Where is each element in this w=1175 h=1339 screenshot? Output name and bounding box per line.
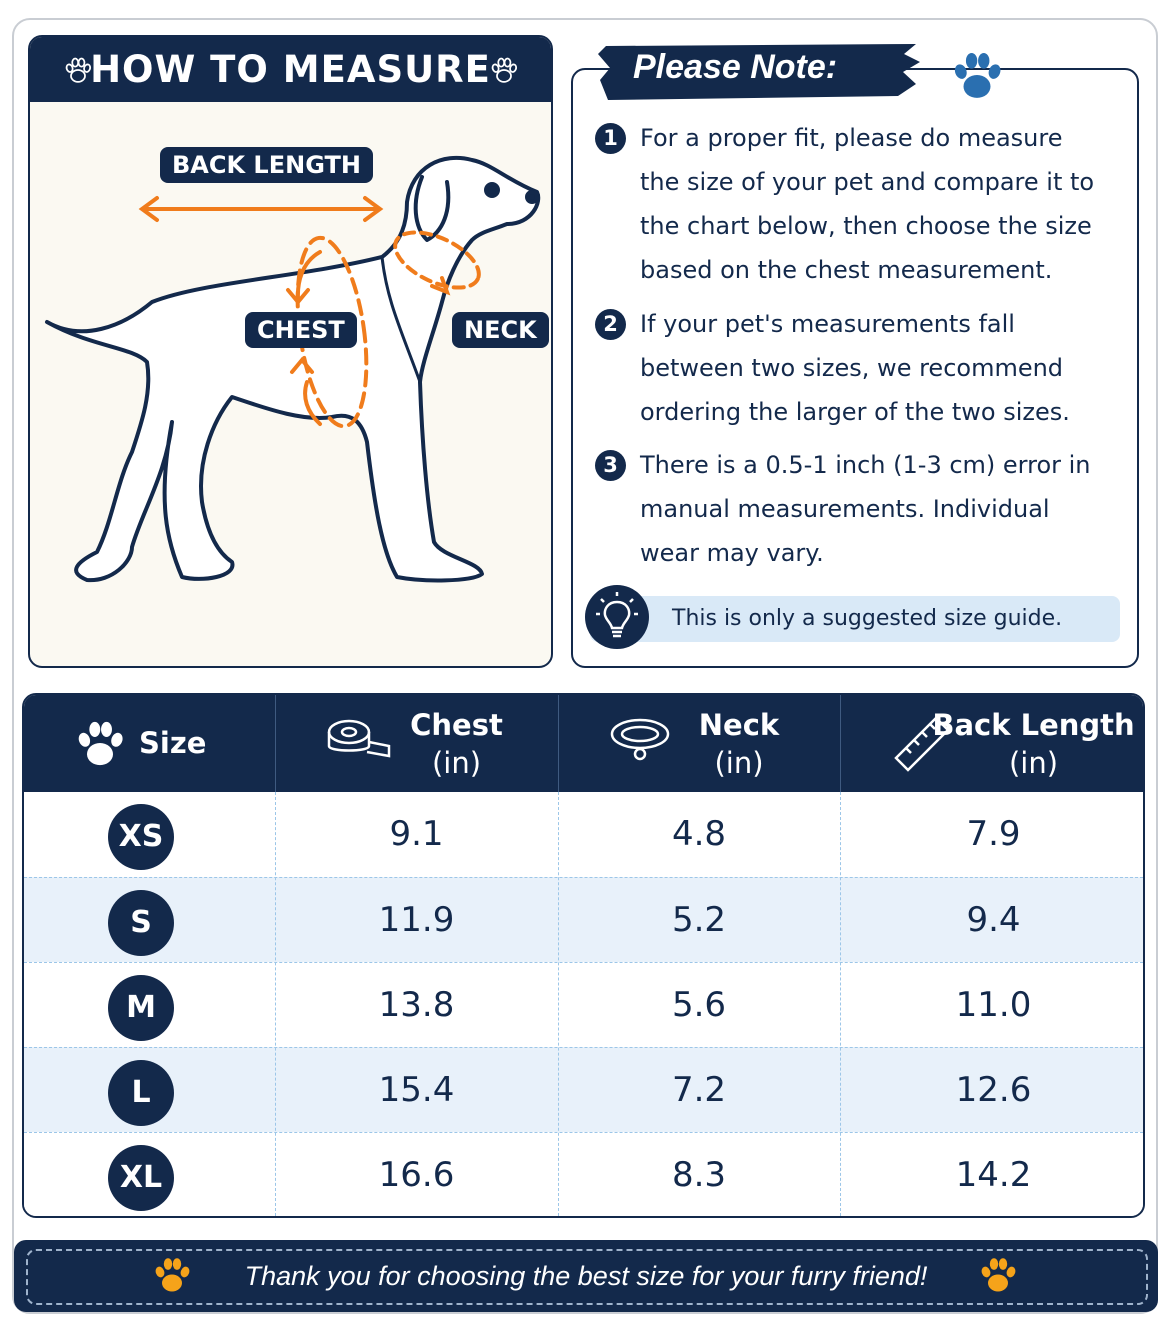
note-item: 3 There is a 0.5-1 inch (1-3 cm) error in… [595, 443, 1095, 575]
table-cell: 8.3 [671, 1155, 727, 1195]
measure-header: HOW TO MEASURE [30, 37, 551, 102]
column-header: Size [24, 695, 275, 792]
bulb-icon [585, 585, 649, 649]
table-row: S 11.9 5.2 9.4 [24, 877, 1143, 962]
column-header: Back Length (in) [840, 695, 1143, 792]
header-icon [610, 718, 670, 761]
size-badge: S [108, 890, 174, 956]
note-text: For a proper fit, please do measure the … [640, 124, 1095, 284]
table-cell: 12.6 [955, 1070, 1032, 1110]
size-badge: XL [108, 1145, 174, 1211]
header-name: Chest [410, 708, 503, 742]
size-table: Size Chest (in) Neck (in) Back Length (in) XS 9… [22, 693, 1145, 1218]
header-unit: (in) [1008, 746, 1059, 780]
note-text: If your pet's measurements fall between … [640, 310, 1070, 426]
column-header: Neck (in) [558, 695, 840, 792]
header-name: Neck [698, 708, 780, 742]
footer-text: Thank you for choosing the best size for… [244, 1261, 928, 1291]
size-badge: L [108, 1060, 174, 1126]
column-divider [558, 695, 559, 792]
header-name: Back Length [932, 708, 1135, 742]
measure-panel: HOW TO MEASURE BACK LENGTH CHEST NECK [28, 35, 553, 668]
table-cell: 9.4 [966, 900, 1021, 940]
header-icon [894, 716, 950, 772]
note-number: 3 [595, 450, 626, 481]
dog-illustration [45, 155, 541, 583]
table-cell: 5.2 [671, 900, 727, 940]
table-header: Size Chest (in) Neck (in) Back Length (in) [24, 695, 1143, 792]
table-cell: 7.9 [966, 814, 1021, 854]
note-item: 2 If your pet's measurements fall between… [595, 302, 1095, 434]
table-cell: 13.8 [378, 985, 455, 1025]
table-cell: 11.9 [378, 900, 455, 940]
table-cell: 11.0 [955, 985, 1032, 1025]
note-number: 1 [595, 123, 626, 154]
column-header: Chest (in) [275, 695, 558, 792]
note-item: 1 For a proper fit, please do measure the… [595, 116, 1095, 292]
header-name: Size [139, 726, 207, 760]
paw-icon [952, 52, 1003, 98]
column-divider [275, 695, 276, 792]
column-divider [275, 792, 276, 1216]
column-divider [840, 695, 841, 792]
size-badge: M [108, 975, 174, 1041]
table-cell: 16.6 [378, 1155, 455, 1195]
table-cell: 4.8 [671, 814, 727, 854]
table-cell: 7.2 [671, 1070, 727, 1110]
column-divider [840, 792, 841, 1216]
note-number: 2 [595, 309, 626, 340]
note-title-brush [598, 44, 920, 100]
table-cell: 5.6 [671, 985, 727, 1025]
back-length-label: BACK LENGTH [160, 147, 373, 183]
measure-title: HOW TO MEASURE [90, 48, 491, 91]
neck-label: NECK [452, 312, 549, 348]
table-row: L 15.4 7.2 12.6 [24, 1047, 1143, 1132]
footer: Thank you for choosing the best size for… [14, 1240, 1158, 1312]
header-unit: (in) [431, 746, 482, 780]
header-unit: (in) [714, 746, 764, 780]
table-row: XL 16.6 8.3 14.2 [24, 1132, 1143, 1216]
table-cell: 9.1 [389, 814, 444, 854]
table-row: M 13.8 5.6 11.0 [24, 962, 1143, 1047]
frame [12, 18, 1158, 1314]
table-cell: 14.2 [955, 1155, 1032, 1195]
chest-label: CHEST [245, 312, 357, 348]
table-cell: 15.4 [378, 1070, 455, 1110]
note-text: There is a 0.5-1 inch (1-3 cm) error in … [640, 451, 1091, 567]
table-row: XS 9.1 4.8 7.9 [24, 792, 1143, 877]
tip-text: This is only a suggested size guide. [672, 606, 1063, 631]
footer-border [26, 1249, 1148, 1305]
header-icon [76, 721, 125, 766]
header-icon [327, 719, 391, 758]
note-title: Please Note: [633, 48, 838, 86]
size-badge: XS [108, 804, 174, 870]
tip-box: This is only a suggested size guide. [585, 585, 1120, 649]
column-divider [558, 792, 559, 1216]
